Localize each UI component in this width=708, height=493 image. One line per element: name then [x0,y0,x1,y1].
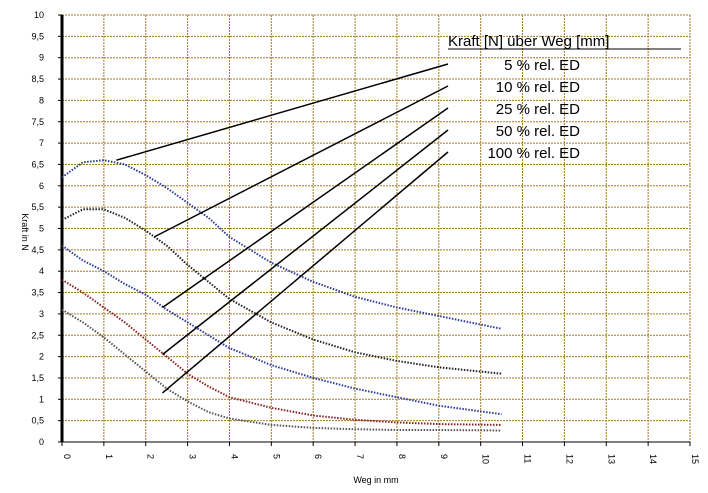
series-line [61,308,502,432]
legend-pointer-line [162,129,449,356]
y-tick-label: 5,5 [31,202,44,212]
legend: Kraft [N] über Weg [mm] 5 % rel. ED 10 % … [448,33,681,162]
axes: 0 0,5 1 1,5 2 2,5 3 3,5 4 4,5 5 5,5 6 6,5 7 7,5 8 8,5 9 9,5… [31,10,700,464]
y-tick-label: 0 [39,437,44,447]
x-tick-label: 9 [439,454,449,459]
legend-title: Kraft [N] über Weg [mm] [448,33,609,50]
x-tick-label: 3 [188,454,198,459]
x-axis-label: Weg in mm [353,475,398,485]
x-tick-label: 7 [355,454,365,459]
y-tick-label: 3 [39,309,44,319]
legend-entry: 5 % rel. ED [504,57,580,74]
legend-entry: 10 % rel. ED [496,79,580,96]
y-tick-label: 1 [39,394,44,404]
series-line [61,159,502,330]
y-tick-label: 0,5 [31,416,44,426]
y-tick-label: 9 [39,53,44,63]
legend-pointers [116,63,449,394]
y-tick-label: 8 [39,95,44,105]
y-tick-label: 2 [39,352,44,362]
x-tick-label: 4 [229,454,239,459]
y-axis-label: Kraft in N [20,213,30,251]
x-tick-label: 11 [523,454,533,463]
legend-pointer-line [162,151,449,394]
series-line [61,208,502,375]
y-tick-label: 2,5 [31,330,44,340]
x-tick-label: 6 [313,454,323,459]
legend-entry: 25 % rel. ED [496,101,580,118]
x-tick-label: 13 [606,454,616,464]
y-tick-label: 7,5 [31,117,44,127]
y-tick-label: 6 [39,181,44,191]
legend-pointer-line [162,107,449,309]
series-line [61,244,502,416]
x-tick-label: 5 [271,454,281,459]
legend-entry: 50 % rel. ED [496,123,580,140]
y-tick-label: 4,5 [31,245,44,255]
y-tick-label: 5 [39,224,44,234]
y-tick-label: 7 [39,138,44,148]
legend-entry: 100 % rel. ED [487,145,580,162]
x-tick-label: 14 [648,454,658,464]
series-line [61,278,502,426]
series-group [61,159,502,432]
y-tick-label: 9,5 [31,31,44,41]
x-tick-label: 1 [104,454,114,459]
y-tick-label: 4 [39,266,44,276]
x-tick-label: 8 [397,454,407,459]
legend-pointer-line [116,63,449,161]
y-tick-label: 3,5 [31,288,44,298]
y-tick-label: 10 [34,10,44,20]
x-tick-label: 12 [564,454,574,464]
x-tick-label: 0 [62,454,72,459]
x-tick-label: 10 [481,454,491,464]
y-tick-label: 8,5 [31,74,44,84]
y-tick-label: 6,5 [31,159,44,169]
x-tick-label: 2 [146,454,156,459]
grid [62,14,691,442]
legend-pointer-line [153,85,449,238]
x-tick-label: 15 [690,454,700,464]
y-tick-label: 1,5 [31,373,44,383]
